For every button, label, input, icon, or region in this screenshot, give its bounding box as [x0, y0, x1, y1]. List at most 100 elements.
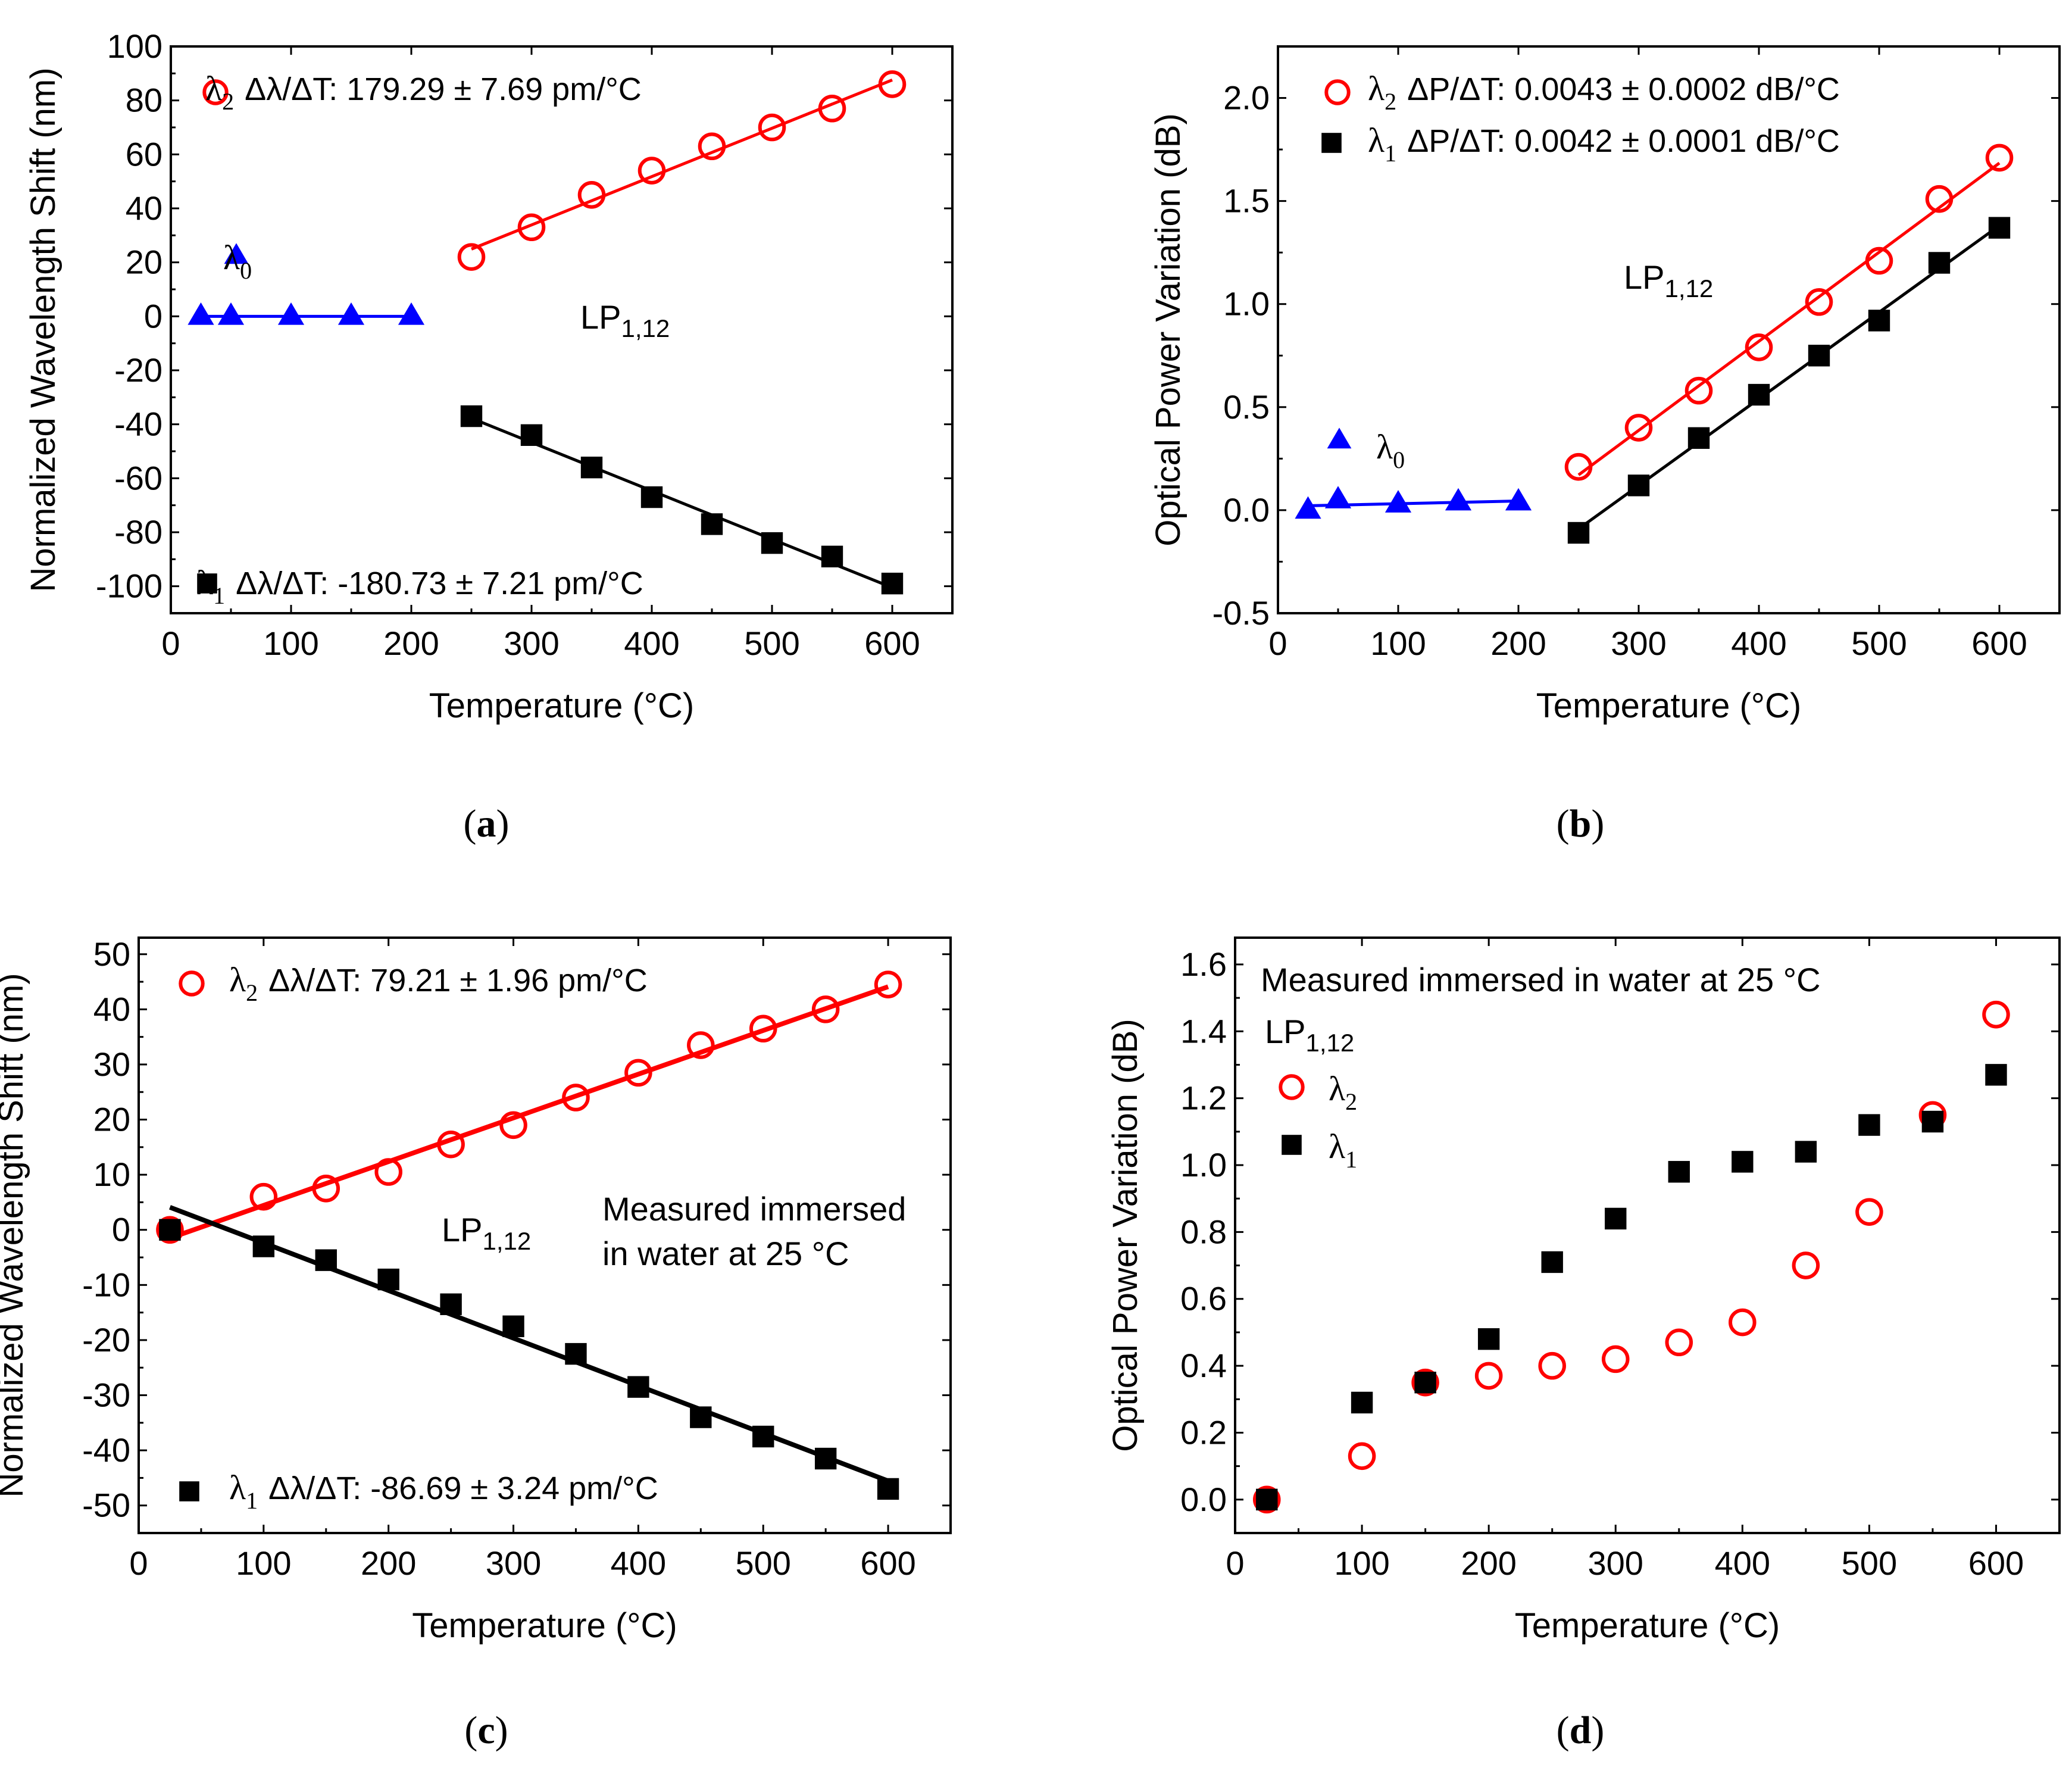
measurement-note: Measured immersed in water at 25 °C	[1261, 961, 1821, 998]
point-lambda2	[878, 70, 907, 98]
panel-label-letter: b	[1570, 802, 1592, 845]
point-lambda1	[565, 1343, 587, 1365]
legend-marker-lambda2	[179, 970, 205, 997]
greek-symbol: λ	[196, 563, 213, 602]
point-lambda2	[749, 1014, 777, 1043]
legend-marker-lambda1	[179, 1481, 199, 1501]
panel-label-paren: )	[1591, 802, 1604, 845]
subscript: 0	[240, 257, 252, 284]
point-lambda1	[1256, 1488, 1278, 1511]
y-tick-label: -40	[114, 405, 162, 443]
point-lambda1	[752, 1425, 774, 1448]
point-lambda1	[1808, 345, 1830, 367]
mode-main: LP	[1624, 258, 1665, 296]
point-lambda2	[1601, 1345, 1630, 1373]
point-lambda2	[1538, 1351, 1566, 1380]
annotation-lambda1: λ1 Δλ/ΔT: -180.73 ± 7.21 pm/°C	[196, 563, 643, 609]
mode-main: LP	[442, 1211, 483, 1248]
x-tick-label: 500	[1851, 625, 1907, 662]
panel-label-paren: (	[1557, 1709, 1570, 1752]
point-lambda2	[637, 157, 666, 185]
point-lambda2	[156, 1216, 184, 1244]
point-lambda1	[580, 457, 603, 479]
point-lambda2	[1348, 1442, 1376, 1471]
point-lambda2	[562, 1084, 590, 1112]
point-lambda2	[499, 1111, 527, 1140]
annotation-text: ΔP/ΔT: 0.0043 ± 0.0002 dB/°C	[1407, 71, 1840, 107]
plot-frame	[1277, 45, 2061, 614]
x-tick-label: 100	[1370, 625, 1426, 662]
greek-symbol: λ	[205, 69, 222, 108]
mode-label: LP1,12	[580, 298, 670, 342]
panel-label-letter: d	[1570, 1709, 1592, 1752]
point-lambda1	[440, 1293, 462, 1315]
greek-symbol: λ	[1368, 69, 1385, 108]
panel-label-paren: )	[1591, 1709, 1604, 1752]
legend-marker-lambda2	[202, 79, 229, 105]
point-lambda2	[1474, 1362, 1503, 1390]
y-tick-label: 60	[126, 135, 162, 173]
point-lambda0	[1324, 486, 1352, 508]
point-lambda2	[1252, 1485, 1281, 1514]
point-lambda1	[761, 532, 783, 554]
point-lambda2	[758, 113, 786, 142]
point-lambda1	[877, 1478, 899, 1500]
point-lambda1	[1351, 1391, 1373, 1414]
x-tick-label: 300	[504, 625, 559, 662]
point-lambda2	[374, 1158, 402, 1186]
annotation-text: Δλ/ΔT: -86.69 ± 3.24 pm/°C	[268, 1471, 658, 1506]
x-tick-label: 600	[1968, 1544, 2024, 1582]
annotation-lambda2: λ2 Δλ/ΔT: 79.21 ± 1.96 pm/°C	[229, 960, 648, 1006]
mode-label: LP1,12	[442, 1211, 531, 1255]
point-lambda1	[690, 1406, 712, 1428]
y-tick-label: 50	[93, 935, 130, 973]
y-tick-label: 0.5	[1223, 388, 1270, 426]
x-tick-label: 0	[161, 625, 180, 662]
y-tick-label: -80	[114, 513, 162, 551]
legend-marker-lambda0	[1327, 427, 1352, 449]
y-tick-label: 20	[93, 1101, 130, 1138]
legend-marker-lambda0	[224, 243, 249, 264]
y-tick-label: 1.2	[1180, 1079, 1227, 1117]
mode-sub: 1,12	[1306, 1029, 1355, 1057]
point-lambda2	[249, 1182, 278, 1211]
subscript: 0	[1393, 447, 1405, 473]
point-lambda2	[1985, 143, 2014, 172]
y-tick-label: -50	[82, 1487, 130, 1524]
subscript: 1	[1345, 1146, 1357, 1173]
point-lambda1	[1985, 1064, 2007, 1086]
annotation-lambda0: λ0	[1376, 427, 1405, 473]
point-lambda1	[821, 545, 843, 567]
point-lambda2	[1411, 1368, 1439, 1397]
panel-label-paren: )	[496, 802, 510, 845]
legend-marker-lambda1	[197, 573, 217, 594]
x-tick-label: 600	[864, 625, 920, 662]
point-lambda1	[1858, 1114, 1880, 1136]
greek-symbol: λ	[1329, 1069, 1345, 1108]
point-lambda2	[577, 181, 606, 209]
x-tick-label: 300	[1611, 625, 1666, 662]
greek-symbol: λ	[1329, 1127, 1345, 1166]
panel-c: 0 100 200 300 400 500 600 -50 -40 -30 -20 -10 0 10 20 3…	[0, 935, 952, 1752]
legend-marker-lambda2	[1324, 79, 1351, 105]
point-lambda2	[437, 1130, 465, 1159]
measurement-note: Measured immersed	[602, 1190, 906, 1228]
y-axis-title: Optical Power Variation (dB)	[1149, 113, 1187, 546]
y-tick-label: -60	[114, 459, 162, 497]
y-tick-label: 80	[126, 82, 162, 119]
y-tick-label: 1.0	[1180, 1146, 1227, 1184]
point-lambda1	[1988, 217, 2011, 239]
subscript: 1	[1385, 140, 1396, 167]
point-lambda2	[1624, 414, 1653, 442]
annotation-text: Δλ/ΔT: -180.73 ± 7.21 pm/°C	[236, 566, 643, 601]
x-tick-label: 500	[736, 1544, 791, 1582]
point-lambda1	[1921, 1110, 1944, 1133]
panel-label-letter: c	[477, 1709, 495, 1752]
point-lambda1	[881, 572, 904, 595]
x-axis-title: Temperature (°C)	[1536, 686, 1801, 725]
panel-label: (b)	[1557, 802, 1605, 845]
y-tick-label: -20	[82, 1321, 130, 1359]
annotation-lambda2: λ2	[1329, 1069, 1357, 1115]
y-tick-label: 0	[112, 1211, 130, 1248]
